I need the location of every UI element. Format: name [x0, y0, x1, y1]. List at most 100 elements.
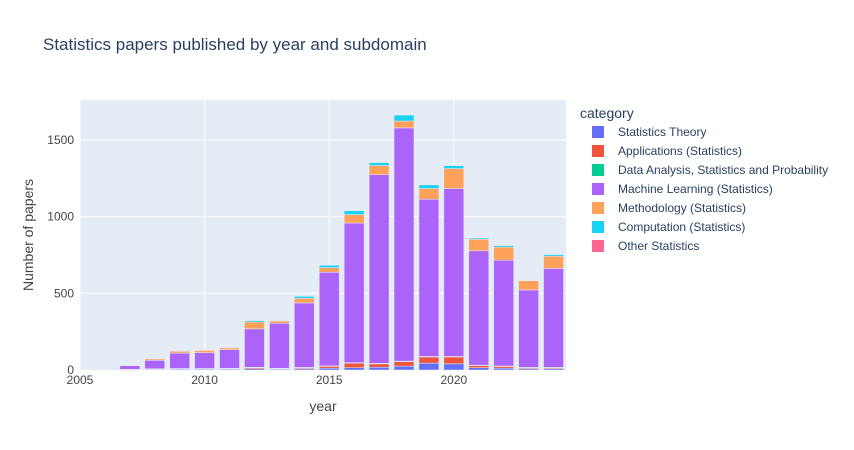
legend: category Statistics Theory Applications (… [580, 105, 828, 253]
bar-segment [468, 250, 489, 366]
bar-segment [493, 367, 514, 371]
bar-segment [393, 114, 415, 116]
bar-segment [368, 162, 390, 166]
bar-segment [319, 264, 340, 266]
x-axis-title: year [309, 398, 337, 414]
bar-segment [169, 350, 190, 352]
y-axis-title: Number of papers [20, 179, 36, 291]
bar-segment [368, 363, 390, 368]
legend-swatch [592, 202, 604, 214]
legend-label: Methodology (Statistics) [618, 201, 746, 215]
legend-item[interactable]: Applications (Statistics) [592, 144, 742, 158]
x-tick-label: 2005 [67, 373, 94, 387]
legend-title: category [580, 105, 634, 121]
bar-segment [368, 174, 390, 364]
legend-label: Machine Learning (Statistics) [618, 182, 773, 196]
bar-segment [219, 349, 240, 369]
legend-swatch [592, 126, 604, 138]
bar-segment [244, 319, 265, 321]
bar-segment [343, 210, 365, 215]
legend-item[interactable]: Data Analysis, Statistics and Probabilit… [592, 163, 828, 177]
bar-segment [543, 255, 564, 269]
x-tick-label: 2020 [440, 373, 467, 387]
bar-segment [169, 352, 190, 369]
bar-segment [493, 246, 514, 261]
legend-label: Data Analysis, Statistics and Probabilit… [618, 163, 828, 177]
legend-item[interactable]: Methodology (Statistics) [592, 201, 746, 215]
bar-segment [543, 268, 564, 368]
bar-segment [119, 365, 141, 370]
bar-segment [393, 361, 415, 367]
legend-swatch [592, 145, 604, 157]
y-tick-label: 0 [67, 363, 74, 377]
y-tick-label: 1500 [47, 133, 74, 147]
legend-label: Computation (Statistics) [618, 220, 745, 234]
bar-segment [518, 279, 539, 281]
bar-segment [393, 127, 415, 362]
bar-segment [443, 168, 465, 189]
bar-segment [518, 289, 539, 368]
bar-segment [219, 347, 240, 350]
bar-segment [493, 259, 514, 367]
bar-segment [418, 199, 440, 357]
legend-swatch [592, 164, 604, 176]
bar-segment [443, 165, 465, 169]
bar-segment [343, 209, 365, 211]
bar-segment [443, 363, 465, 371]
bar-segment [468, 237, 489, 239]
bar-segment [393, 120, 415, 129]
bar-segment [343, 362, 365, 368]
legend-items: Statistics Theory Applications (Statistic… [592, 125, 828, 253]
bar-segment [294, 298, 315, 304]
legend-item[interactable]: Computation (Statistics) [592, 220, 745, 234]
y-tick-label: 1000 [47, 210, 74, 224]
bar-segment [468, 239, 489, 252]
y-tick-labels: 0 500 1000 1500 [47, 133, 74, 377]
bar-segment [194, 349, 215, 351]
chart-title: Statistics papers published by year and … [43, 35, 427, 54]
legend-item[interactable]: Machine Learning (Statistics) [592, 182, 773, 196]
bar-segment [343, 214, 365, 224]
legend-swatch [592, 240, 604, 252]
bar-segment [319, 272, 340, 367]
bar-segment [543, 253, 564, 255]
legend-swatch [592, 183, 604, 195]
bar-segment [368, 161, 390, 163]
legend-item[interactable]: Other Statistics [592, 239, 699, 253]
bar-segment [144, 360, 165, 370]
legend-item[interactable]: Statistics Theory [592, 125, 706, 139]
bar-segment [443, 356, 465, 365]
bar-segment [343, 222, 365, 363]
bar-segment [144, 358, 165, 360]
bar-segment [319, 367, 340, 371]
bar-segment [194, 352, 215, 369]
bar-segment [194, 350, 215, 353]
bar-segment [468, 367, 489, 371]
bar-segment [368, 165, 390, 175]
bar-segment [319, 267, 340, 273]
legend-label: Applications (Statistics) [618, 144, 742, 158]
x-tick-label: 2010 [191, 373, 218, 387]
bar-segment [368, 366, 390, 371]
bar-segment [418, 188, 440, 200]
legend-swatch [592, 221, 604, 233]
bars [119, 114, 564, 371]
bar-segment [393, 365, 415, 371]
bar-segment [244, 321, 265, 330]
x-tick-label: 2015 [316, 373, 343, 387]
bar-segment [418, 184, 440, 186]
bar-segment [269, 322, 290, 369]
bar-segment [443, 188, 465, 357]
bar-segment [443, 164, 465, 166]
bar-segment [219, 346, 240, 348]
bar-segment [119, 364, 141, 366]
legend-label: Statistics Theory [618, 125, 706, 139]
bar-segment [269, 320, 290, 324]
bar-segment [294, 302, 315, 368]
bar-segment [418, 356, 440, 364]
bar-segment [493, 244, 514, 246]
y-tick-label: 500 [54, 286, 74, 300]
bar-segment [418, 184, 440, 189]
x-tick-labels: 2005 2010 2015 2020 [67, 373, 468, 387]
